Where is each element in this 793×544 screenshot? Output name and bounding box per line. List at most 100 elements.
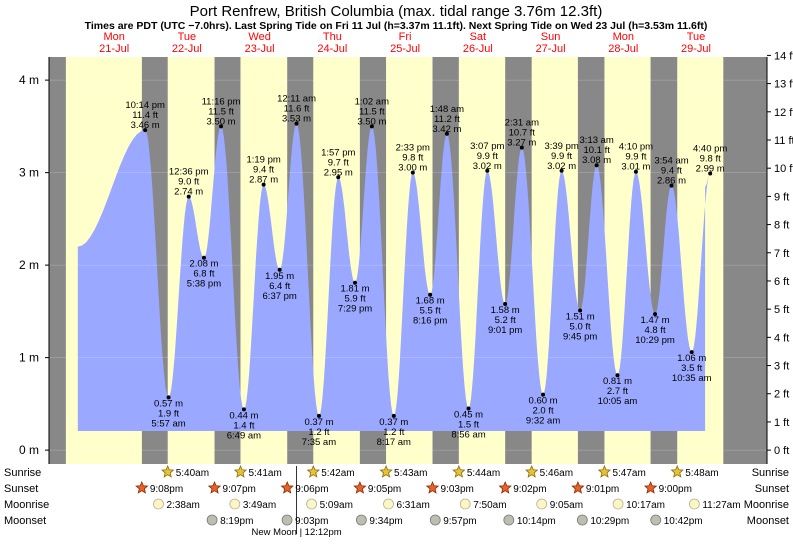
low-tide-label: 0.37 m [304,417,333,428]
sunset-time: 9:02pm [513,484,546,495]
moonset-time: 9:03pm [295,516,328,527]
low-tide-label: 6:49 am [227,430,261,441]
right-tick-label: 14 ft [774,50,793,62]
sunset-icon [353,480,367,494]
almanac-row-label-left: Sunset [4,483,38,495]
high-tide-label: 4:40 pm [693,144,727,155]
day-date-label: 21-Jul [99,43,129,55]
high-tide-label: 3.27 m [507,138,536,149]
sunset-icon [207,480,222,494]
low-tide-label: 0.45 m [454,410,483,421]
left-tick-label: 2 m [19,258,39,272]
moonrise-time: 9:05am [550,500,583,511]
low-tide-label: 1.58 m [491,305,520,316]
moonrise-time: 6:31am [396,500,429,511]
almanac-row-label-left: Moonrise [4,499,49,511]
moonrise-icon [153,498,164,510]
left-tick-label: 1 m [19,351,39,365]
night-band [49,57,66,464]
right-tick-label: 7 ft [774,248,789,260]
low-tide-label: 1.47 m [641,315,670,326]
moonset-icon [355,514,367,526]
right-tick-label: 6 ft [774,276,789,288]
sunrise-time: 5:43am [394,468,427,479]
high-tide-label: 1:02 am [355,96,389,107]
high-tide-point [669,183,674,188]
low-tide-point [201,255,206,260]
low-tide-label: 9:32 am [526,416,560,427]
moonset-time: 9:57pm [443,516,476,527]
right-tick-label: 12 ft [774,107,793,119]
low-tide-label: 4.8 ft [644,325,665,336]
sunrise-icon [379,464,393,478]
high-tide-label: 3:07 pm [470,141,504,152]
day-name-label: Fri [399,31,412,43]
moonset-icon [429,514,441,526]
moonrise-time: 5:09am [320,500,353,511]
low-tide-label: 9:45 pm [563,331,597,342]
high-tide-label: 2:33 pm [396,143,430,154]
low-tide-point [391,413,396,418]
day-name-label: Wed [248,31,270,43]
low-tide-label: 1.68 m [416,296,445,307]
low-tide-label: 1.51 m [566,311,595,322]
low-tide-point [653,312,658,317]
high-tide-label: 2.74 m [174,187,203,198]
almanac-row-label-right: Sunrise [752,467,789,479]
high-tide-label: 9.9 ft [625,152,646,163]
moonset-icon [650,514,662,526]
sunrise-time: 5:47am [612,468,645,479]
low-tide-point [277,267,282,272]
sun-moon-almanac: Sunrise Sunrise Sunset Sunset Moonrise Moonri… [4,464,789,538]
high-tide-point [708,171,713,176]
low-tide-point [503,301,508,306]
right-tick-label: 9 ft [774,191,789,203]
low-tide-label: 5:38 pm [187,279,221,290]
high-tide-label: 9.9 ft [551,151,572,162]
high-tide-label: 3.08 m [582,155,611,166]
high-tide-label: 2.99 m [696,164,725,175]
high-tide-label: 3.01 m [621,162,650,173]
sunset-time: 9:00pm [659,484,692,495]
sunset-icon [425,480,440,494]
moonrise-time: 3:49am [243,500,276,511]
high-tide-label: 11.2 ft [434,114,460,125]
day-date-label: 23-Jul [245,43,275,55]
high-tide-point [594,163,599,168]
high-tide-label: 9.7 ft [328,157,349,168]
moon-phase-label: New Moon | 12:12pm [252,527,342,538]
low-tide-label: 10:05 am [598,396,638,407]
moonset-icon [503,514,515,526]
high-tide-label: 1:48 am [430,104,464,115]
day-name-label: Thu [323,31,342,43]
high-tide-label: 3.02 m [547,161,576,172]
high-tide-label: 11:16 pm [202,96,241,107]
sunrise-icon [452,464,466,478]
moonset-icon [281,514,293,526]
low-tide-label: 0.60 m [529,396,558,407]
moonrise-icon [306,498,317,510]
high-tide-label: 4:10 pm [619,142,653,153]
high-tide-label: 11.5 ft [359,106,385,117]
low-tide-point [578,308,583,313]
sunrise-time: 5:41am [248,468,281,479]
day-date-label: 26-Jul [463,43,493,55]
moonset-icon [206,514,218,526]
high-tide-label: 10:14 pm [125,100,165,111]
low-tide-point [428,292,433,297]
high-tide-label: 11.4 ft [132,110,158,121]
high-tide-label: 2:31 am [505,118,539,129]
low-tide-label: 7:29 pm [338,304,372,315]
low-tide-point [241,407,246,412]
sunset-icon [643,480,658,494]
sunrise-time: 5:42am [321,468,354,479]
low-tide-point [615,373,620,378]
moonrise-time: 10:17am [626,500,665,511]
sunrise-icon [525,464,539,478]
high-tide-point [261,182,266,187]
almanac-row-label-right: Sunset [755,483,789,495]
sunset-icon [280,480,294,494]
low-tide-label: 0.44 m [229,410,258,421]
